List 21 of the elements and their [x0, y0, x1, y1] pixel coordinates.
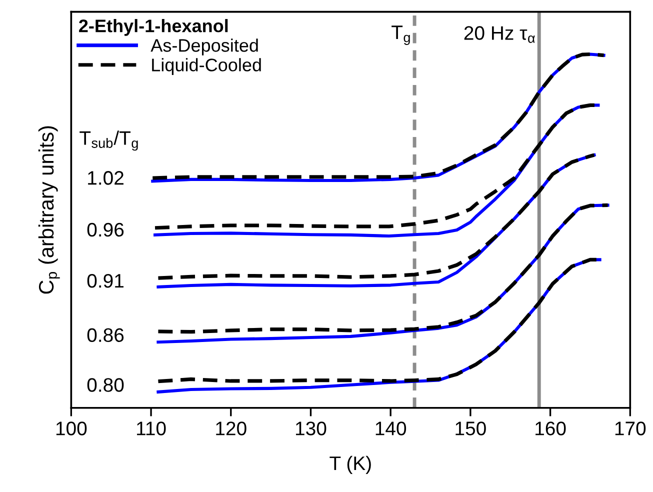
- x-tick-label: 110: [137, 422, 166, 436]
- legend-title: 2-Ethyl-1-hexanol: [79, 19, 228, 36]
- x-tick-label: 120: [216, 422, 246, 436]
- ref-line-label: T$_{g}$: [392, 26, 410, 45]
- x-tick-label: 100: [56, 422, 87, 436]
- x-tick-label: 150: [456, 422, 486, 436]
- annotation: 1.02: [88, 171, 124, 185]
- annotation: T$_{sub}$/T$_{g}$: [80, 130, 138, 151]
- x-tick-label: 160: [536, 422, 566, 436]
- ref-line-label: 20 Hz τ$_{α}$: [464, 26, 535, 43]
- x-axis-title: T (K): [330, 456, 371, 474]
- annotation: 0.80: [87, 378, 124, 392]
- annotation: 0.96: [87, 222, 124, 237]
- annotation: 0.91: [87, 274, 124, 288]
- legend-label: As-Deposited: [150, 38, 258, 56]
- legend-label: Liquid-Cooled: [152, 58, 261, 75]
- x-tick-label: 140: [376, 422, 406, 436]
- annotation: 0.86: [87, 328, 124, 342]
- x-tick-label: 130: [296, 422, 326, 436]
- x-tick-label: 170: [615, 422, 646, 436]
- y-axis-title: C$_{p}$ (arbitrary units): [38, 126, 60, 294]
